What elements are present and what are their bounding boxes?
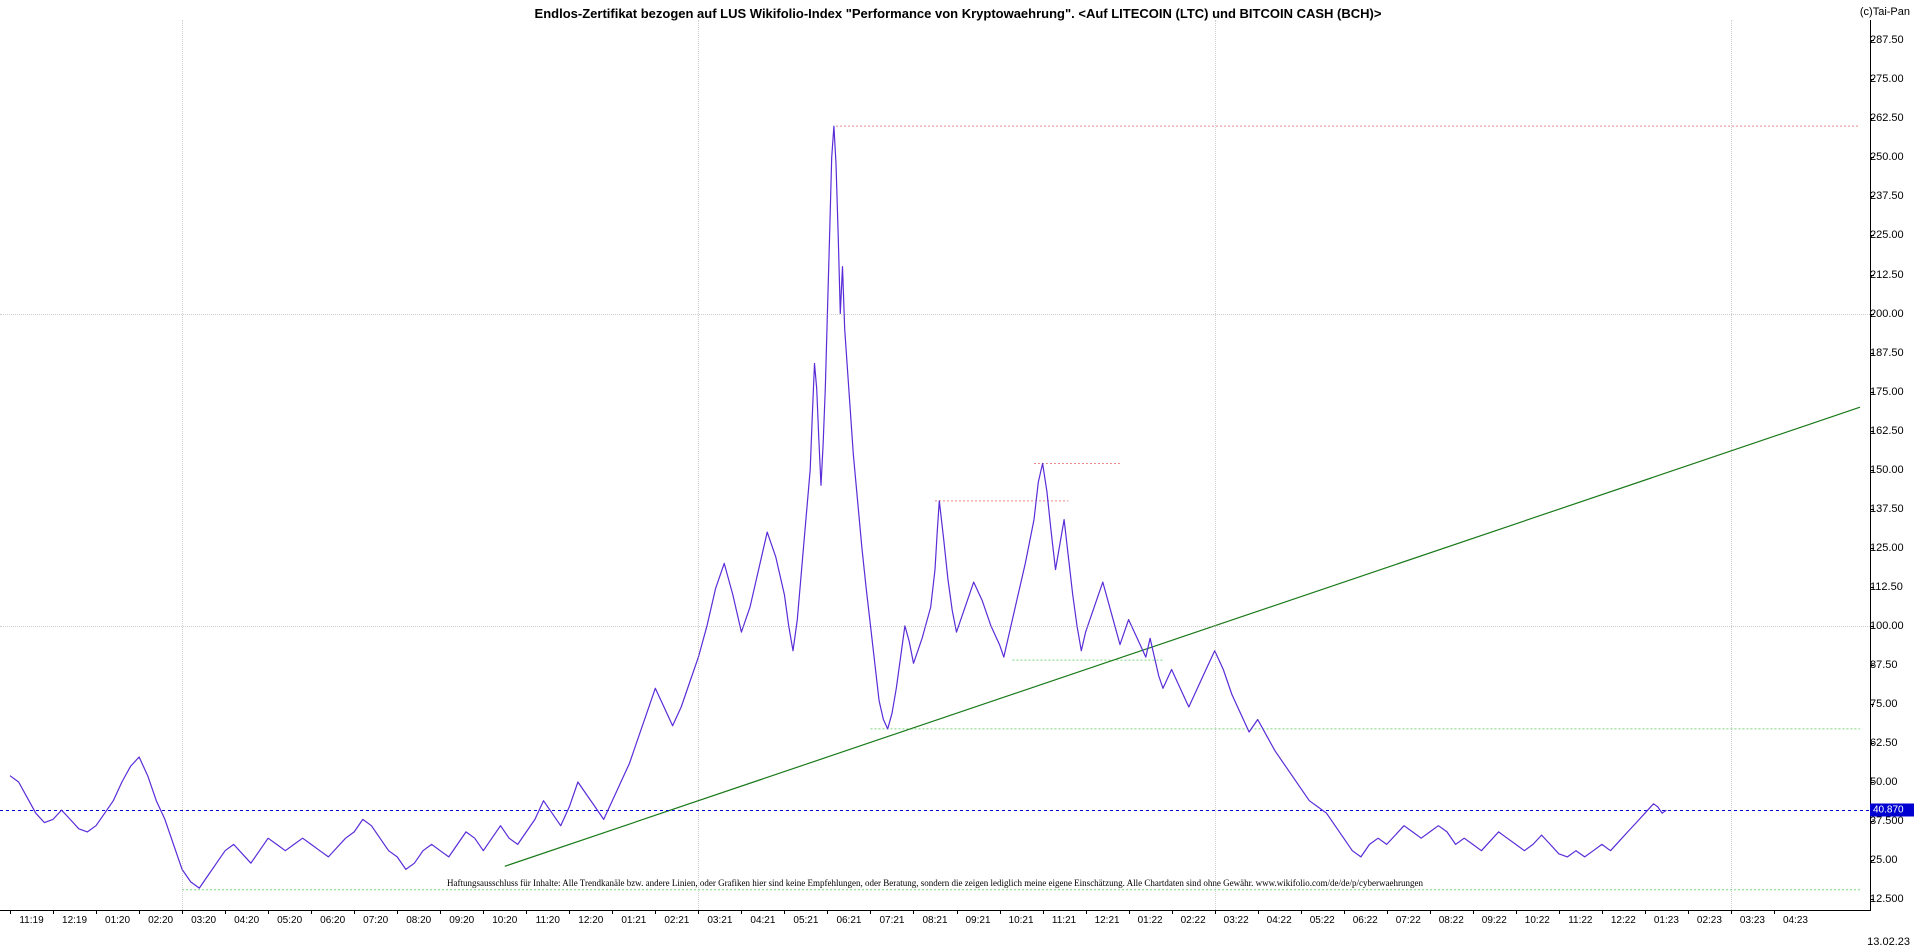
x-axis-tick-label: 06:21: [836, 915, 861, 926]
x-axis-tick-label: 12:21: [1095, 915, 1120, 926]
x-axis-tick-label: 05:20: [277, 915, 302, 926]
plot-area[interactable]: Haftungsausschluss für Inhalte: Alle Tre…: [0, 20, 1871, 911]
x-axis-tick-label: 05:21: [793, 915, 818, 926]
current-price-badge: 40.870: [1870, 804, 1914, 817]
x-axis-tick-label: 01:23: [1654, 915, 1679, 926]
x-axis-tick-label: 03:21: [707, 915, 732, 926]
x-axis-tick-label: 01:22: [1138, 915, 1163, 926]
date-stamp: 13.02.23: [1867, 936, 1910, 948]
chart-title: Endlos-Zertifikat bezogen auf LUS Wikifo…: [0, 6, 1916, 21]
gridline-vertical: [1731, 20, 1732, 910]
x-axis-tick-label: 11:21: [1052, 915, 1076, 926]
x-axis-tick-label: 07:22: [1396, 915, 1421, 926]
x-axis-tick-label: 06:20: [320, 915, 345, 926]
x-axis-tick-label: 05:22: [1310, 915, 1335, 926]
x-axis-tick-label: 03:23: [1740, 915, 1765, 926]
x-axis-tick-label: 11:19: [19, 915, 43, 926]
x-axis-tick-label: 10:22: [1525, 915, 1550, 926]
x-axis-tick-label: 02:20: [148, 915, 173, 926]
x-axis: 11:19 12:19 01:20 02:20 03:20 04:20 05:20 06:20…: [0, 910, 1870, 930]
x-axis-tick-label: 11:20: [536, 915, 560, 926]
gridline-horizontal: [0, 626, 1870, 627]
x-axis-tick-label: 07:21: [879, 915, 904, 926]
x-axis-tick-label: 02:22: [1181, 915, 1206, 926]
x-axis-tick-label: 09:20: [449, 915, 474, 926]
x-axis-tick-label: 01:21: [621, 915, 646, 926]
x-axis-tick-label: 09:21: [966, 915, 991, 926]
x-axis-tick-label: 08:20: [406, 915, 431, 926]
x-axis-tick-label: 04:20: [234, 915, 259, 926]
x-axis-tick-label: 12:20: [578, 915, 603, 926]
chart-svg-layer: [0, 20, 1870, 910]
x-axis-tick-label: 02:23: [1697, 915, 1722, 926]
x-axis-tick-label: 04:23: [1783, 915, 1808, 926]
price-series-line: [10, 126, 1666, 888]
x-axis-tick-label: 12:22: [1611, 915, 1636, 926]
gridline-horizontal: [0, 314, 1870, 315]
gridline-vertical: [1215, 20, 1216, 910]
x-axis-tick-label: 12:19: [62, 915, 87, 926]
copyright-label: (c)Tai-Pan: [1860, 6, 1910, 18]
x-axis-tick-label: 09:22: [1482, 915, 1507, 926]
x-axis-tick-label: 02:21: [664, 915, 689, 926]
x-axis-tick-label: 01:20: [105, 915, 130, 926]
x-axis-tick-label: 10:21: [1009, 915, 1034, 926]
x-axis-tick-label: 03:20: [191, 915, 216, 926]
x-axis-tick-label: 10:20: [492, 915, 517, 926]
x-axis-tick-label: 04:21: [750, 915, 775, 926]
trend-line: [505, 407, 1860, 866]
x-axis-tick-label: 06:22: [1353, 915, 1378, 926]
x-axis-tick-label: 07:20: [363, 915, 388, 926]
x-axis-tick-label: 11:22: [1568, 915, 1592, 926]
disclaimer-text: Haftungsausschluss für Inhalte: Alle Tre…: [0, 878, 1870, 888]
chart-container: Endlos-Zertifikat bezogen auf LUS Wikifo…: [0, 0, 1916, 952]
x-axis-tick-label: 03:22: [1224, 915, 1249, 926]
x-axis-tick-label: 08:22: [1439, 915, 1464, 926]
x-axis-tick-label: 08:21: [922, 915, 947, 926]
x-axis-tick-label: 04:22: [1267, 915, 1292, 926]
gridline-vertical: [182, 20, 183, 910]
gridline-vertical: [698, 20, 699, 910]
